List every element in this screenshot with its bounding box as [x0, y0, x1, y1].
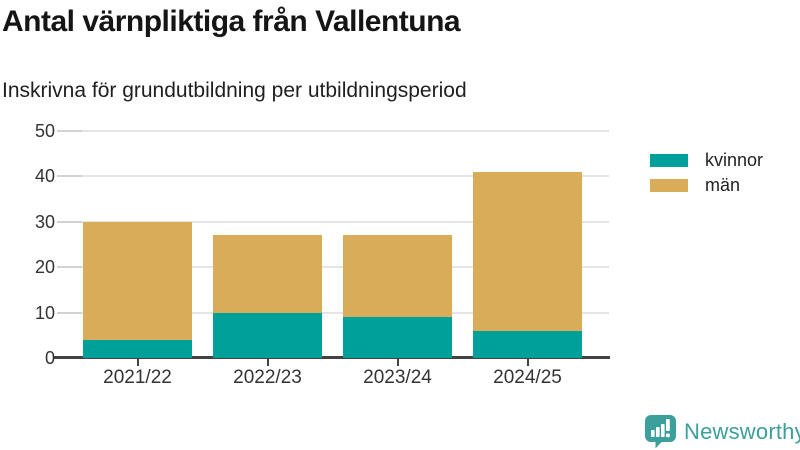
legend-label-kvinnor: kvinnor	[705, 149, 764, 170]
y-axis-tick	[57, 130, 82, 132]
y-gridline	[57, 130, 609, 132]
y-axis-label: 10	[34, 302, 55, 323]
bar-segment-män-2023/24	[343, 235, 452, 318]
brand-footer: Newsworthy	[644, 414, 800, 449]
newsworthy-logo-icon	[644, 414, 677, 449]
bar-segment-kvinnor-2024/25	[473, 330, 582, 358]
newsworthy-logo-text: Newsworthy	[684, 418, 800, 444]
chart-title: Antal värnpliktiga från Vallentuna	[2, 5, 461, 38]
x-axis-tick	[526, 359, 529, 366]
legend-item-kvinnor: kvinnor	[650, 150, 763, 170]
legend-swatch-män	[650, 178, 688, 192]
legend-label-män: män	[705, 174, 741, 195]
bar-segment-män-2024/25	[473, 171, 582, 331]
legend-item-män: män	[650, 175, 763, 195]
y-axis-label: 40	[34, 166, 55, 187]
x-axis-label: 2021/22	[103, 367, 172, 388]
bar-segment-män-2021/22	[83, 221, 192, 340]
bar-segment-kvinnor-2021/22	[83, 339, 192, 358]
y-axis-label: 30	[34, 211, 55, 232]
y-gridline	[57, 175, 609, 178]
y-gridline	[57, 266, 609, 269]
y-axis-label: 20	[34, 257, 55, 278]
y-axis-tick	[57, 266, 82, 269]
y-gridline	[57, 220, 609, 223]
legend: kvinnor män	[650, 150, 763, 200]
x-axis-tick	[396, 359, 399, 366]
y-axis-tick	[57, 175, 82, 178]
bar-segment-kvinnor-2022/23	[213, 312, 322, 358]
y-axis-tick	[57, 311, 82, 314]
bar-segment-kvinnor-2023/24	[343, 317, 452, 358]
x-axis-label: 2024/25	[493, 367, 562, 388]
y-axis-label: 50	[34, 121, 55, 141]
legend-swatch-kvinnor	[650, 153, 688, 167]
chart-subtitle: Inskrivna för grundutbildning per utbild…	[2, 79, 467, 102]
x-axis-tick	[266, 359, 269, 366]
y-gridline	[57, 311, 609, 314]
bar-segment-män-2022/23	[213, 235, 322, 313]
x-axis-label: 2023/24	[363, 367, 432, 388]
x-axis-label: 2022/23	[233, 367, 302, 388]
x-axis-line	[53, 356, 610, 359]
x-axis-tick	[136, 359, 139, 366]
y-axis-tick	[57, 220, 82, 223]
y-axis-label: 0	[44, 348, 55, 368]
